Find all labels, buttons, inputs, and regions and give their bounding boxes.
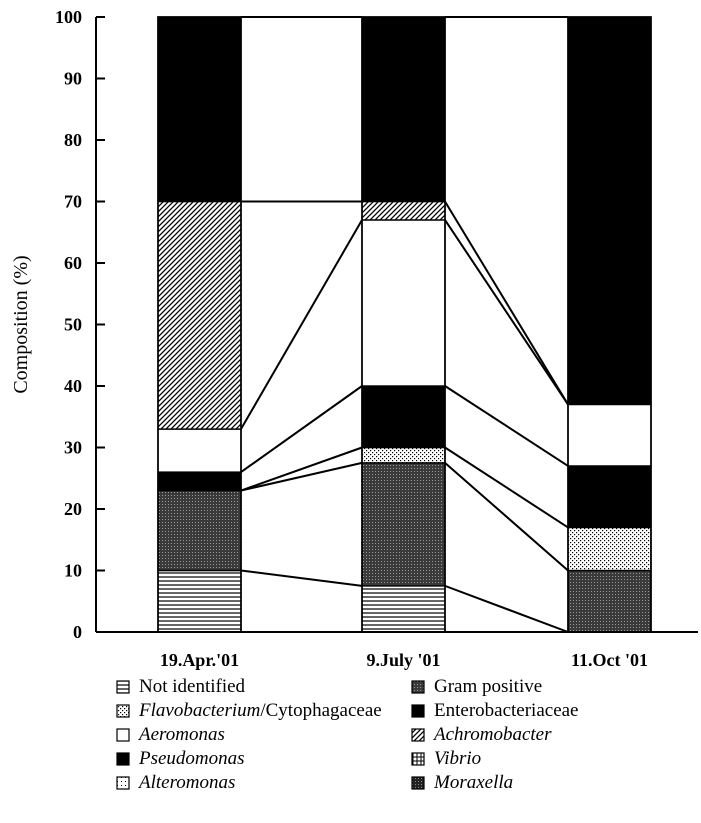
- bar-segment-pseudomonas-1: [361, 16, 446, 203]
- legend-label: Alteromonas: [137, 772, 235, 793]
- y-tick-label: 20: [64, 499, 82, 519]
- legend-label: Not identified: [139, 676, 246, 697]
- y-tick-label: 70: [64, 192, 82, 212]
- y-tick-label: 100: [55, 7, 82, 27]
- bar-segment-achromobacter-0: [157, 200, 242, 430]
- legend-swatch: [116, 776, 130, 790]
- legend-label-part: Moraxella: [433, 772, 513, 793]
- legend-label-part: Pseudomonas: [138, 748, 245, 769]
- connector-line: [240, 446, 363, 492]
- connector-line: [444, 385, 569, 467]
- legend-label: Achromobacter: [432, 724, 552, 745]
- legend-label-part: /Cytophagaceae: [260, 700, 381, 721]
- y-tick-label: 50: [64, 315, 82, 335]
- legend-label-part: Vibrio: [434, 748, 481, 769]
- bar-segment-enterobacteriaceae-1: [361, 385, 446, 449]
- bar-segment-aeromonas-0: [157, 428, 242, 473]
- bar-segment-not-identified-1: [361, 585, 446, 633]
- connector-line: [444, 446, 569, 529]
- legend-label-part: Aeromonas: [137, 724, 225, 745]
- legend-label: Flavobacterium/Cytophagaceae: [138, 700, 382, 721]
- bar-segment-pseudomonas-2: [567, 16, 652, 406]
- bars: [157, 16, 652, 633]
- bar-segment-flavobacterium-cytophagaceae-2: [567, 526, 652, 572]
- legend-swatch: [411, 728, 425, 742]
- bar-segment-aeromonas-2: [567, 403, 652, 467]
- y-tick-label: 80: [64, 130, 82, 150]
- y-tick-label: 40: [64, 376, 82, 396]
- connector-line: [444, 462, 569, 572]
- legend-label: Aeromonas: [137, 724, 225, 745]
- bar-segment-gram-positive-2: [567, 569, 652, 633]
- connector-line: [240, 461, 363, 492]
- legend-swatch: [411, 752, 425, 766]
- legend-label-part: Not identified: [139, 676, 246, 697]
- connector-line: [240, 569, 363, 587]
- category-label: 9.July '01: [366, 650, 440, 670]
- bar-segment-gram-positive-0: [157, 489, 242, 572]
- legend-swatch: [116, 752, 130, 766]
- legend-swatch: [116, 704, 130, 718]
- bar-segment-enterobacteriaceae-0: [157, 471, 242, 492]
- connector-line: [444, 219, 569, 406]
- bar-segment-gram-positive-1: [361, 462, 446, 587]
- legend-label: Vibrio: [434, 748, 481, 769]
- legend-swatch: [116, 680, 130, 694]
- connector-line: [240, 219, 363, 430]
- legend-label-part: Alteromonas: [137, 772, 235, 793]
- legend: Not identified Gram positive Flavobacteriu…: [116, 676, 579, 793]
- y-tick-label: 60: [64, 253, 82, 273]
- legend-swatch: [411, 704, 425, 718]
- legend-label-part: Achromobacter: [432, 724, 552, 745]
- legend-label: Pseudomonas: [138, 748, 245, 769]
- y-tick-label: 90: [64, 69, 82, 89]
- bar-segment-enterobacteriaceae-2: [567, 465, 652, 529]
- connector-line: [240, 385, 363, 473]
- category-label: 19.Apr.'01: [160, 650, 239, 670]
- legend-label: Moraxella: [433, 772, 513, 793]
- legend-label: Enterobacteriaceae: [434, 700, 579, 721]
- axes: 0 10 20 30 40 50 60 70 80 90 100 Composition (%) 19.…: [10, 7, 698, 670]
- legend-label-part: Gram positive: [434, 676, 542, 697]
- legend-swatch: [411, 680, 425, 694]
- bar-segment-pseudomonas-0: [157, 16, 242, 203]
- connector-lines: [240, 16, 569, 633]
- connector-line: [444, 200, 569, 405]
- bar-segment-not-identified-0: [157, 569, 242, 633]
- bar-segment-achromobacter-1: [361, 200, 446, 221]
- bar-segment-aeromonas-1: [361, 219, 446, 387]
- bar-segment-flavobacterium-cytophagaceae-1: [361, 446, 446, 464]
- legend-label-part: Flavobacterium: [138, 700, 260, 721]
- legend-label: Gram positive: [434, 676, 542, 697]
- y-tick-label: 30: [64, 438, 82, 458]
- legend-swatch: [411, 776, 425, 790]
- legend-label-part: Enterobacteriaceae: [434, 700, 579, 721]
- y-axis-label: Composition (%): [10, 255, 32, 393]
- category-label: 11.Oct '01: [571, 650, 648, 670]
- y-tick-label: 0: [73, 622, 82, 642]
- y-tick-label: 10: [64, 561, 82, 581]
- connector-line: [444, 584, 569, 633]
- legend-swatch: [116, 728, 130, 742]
